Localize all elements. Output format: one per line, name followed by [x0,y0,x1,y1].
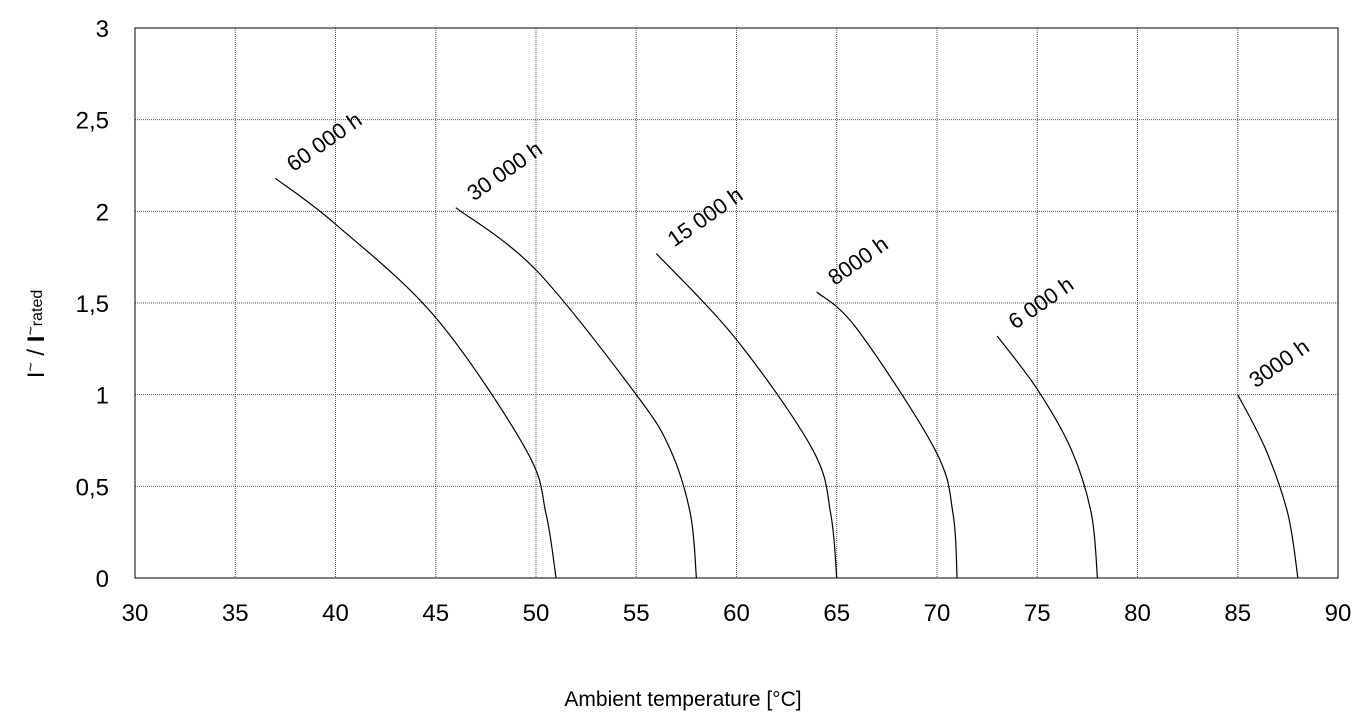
series-lines [274,177,1299,579]
y-tick-label: 1 [96,383,109,410]
series-line [655,253,838,579]
y-tick-label: 3 [96,16,109,43]
series-label: 6 000 h [1004,272,1078,335]
series-line [455,207,697,579]
y-tick-label: 0,5 [76,474,109,501]
series-label: 30 000 h [462,136,546,206]
series-line [996,335,1098,579]
y-label-subscript: rated [29,290,46,326]
x-tick-label: 70 [924,600,951,627]
x-tick-label: 45 [422,600,449,627]
x-tick-label: 80 [1124,600,1151,627]
series-label: 3000 h [1244,334,1313,393]
x-tick-label: 90 [1325,600,1352,627]
x-axis-label: Ambient temperature [°C] [564,688,802,711]
series-labels: 60 000 h 30 000 h 15 000 h 8000 h 6 000 h 300… [282,107,1314,393]
x-tick-label: 40 [322,600,349,627]
x-tick-label: 60 [723,600,750,627]
y-tick-label: 2 [96,199,109,226]
x-tick-label: 50 [523,600,550,627]
y-label-tilde2: ~ [23,326,40,335]
x-tick-label: 35 [222,600,249,627]
x-tick-label: 85 [1224,600,1251,627]
plot-frame [134,27,1339,579]
x-tick-label: 65 [823,600,850,627]
y-label-i1: I [23,372,50,379]
horizontal-gridlines [135,119,1338,487]
y-tick-label: 1,5 [76,291,109,318]
y-tick-label: 2,5 [76,108,109,135]
series-label: 15 000 h [663,182,747,252]
y-axis-label: I~ / I~rated [23,290,50,379]
x-tick-label: 55 [623,600,650,627]
y-label-slash: / [23,342,50,362]
x-tick-label: 75 [1024,600,1051,627]
series-line [1237,394,1299,579]
series-line [816,291,958,579]
series-label: 60 000 h [282,107,366,177]
y-label-tilde1: ~ [23,362,40,371]
y-tick-labels: 0 0,5 1 1,5 2 2,5 3 [76,16,109,593]
series-label: 8000 h [823,231,892,290]
series-line [274,177,557,579]
y-label-i2: I [23,336,50,343]
x-tick-labels: 30 35 40 45 50 55 60 65 70 75 80 85 90 [122,600,1352,627]
x-tick-label: 30 [122,600,149,627]
y-tick-label: 0 [96,566,109,593]
